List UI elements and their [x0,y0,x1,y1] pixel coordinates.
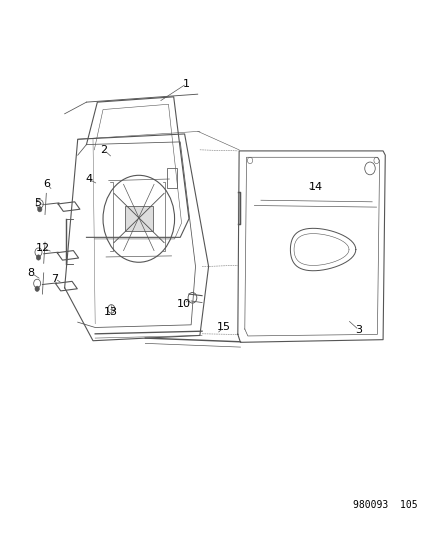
Text: 980093  105: 980093 105 [352,500,417,511]
Text: 8: 8 [28,268,35,278]
Text: 1: 1 [183,78,190,88]
Text: 7: 7 [51,273,59,284]
Text: 5: 5 [34,198,41,208]
Circle shape [36,255,41,260]
Text: 10: 10 [177,298,190,309]
Text: 4: 4 [85,174,92,184]
FancyBboxPatch shape [124,206,153,231]
Circle shape [38,207,42,212]
Text: 13: 13 [103,306,117,317]
Polygon shape [237,192,240,224]
Text: 14: 14 [308,182,322,192]
Text: 15: 15 [216,322,230,333]
Text: 2: 2 [100,145,107,155]
Text: 12: 12 [35,243,50,253]
Bar [167,168,177,188]
Text: 3: 3 [355,325,362,335]
Circle shape [35,286,39,292]
Text: 6: 6 [44,179,50,189]
